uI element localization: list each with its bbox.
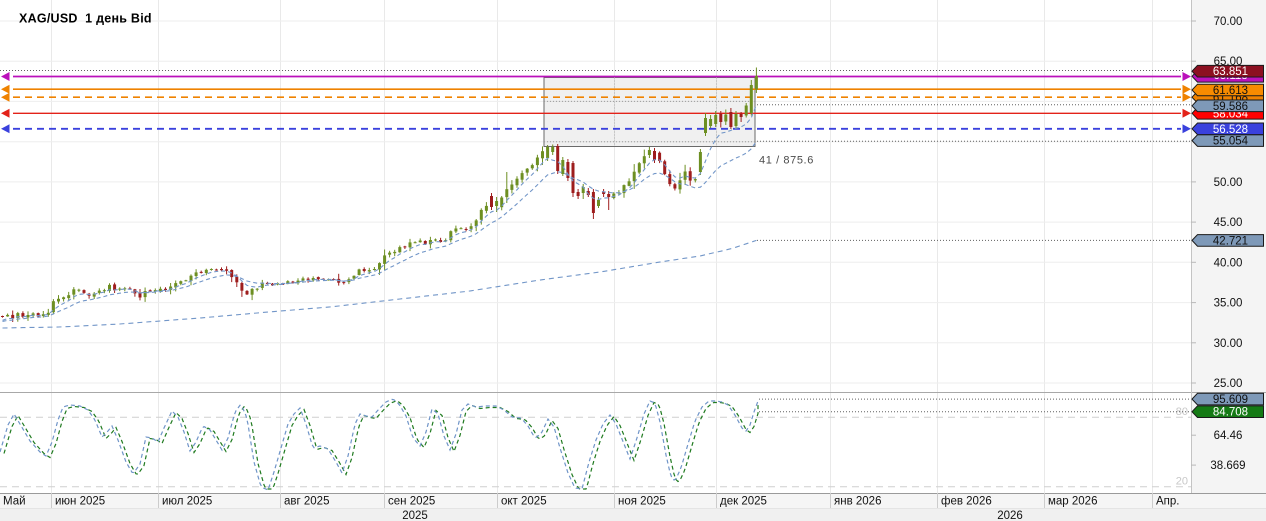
svg-text:45.00: 45.00: [1214, 217, 1243, 229]
svg-text:мар 2026: мар 2026: [1048, 496, 1097, 508]
svg-text:25.00: 25.00: [1214, 378, 1243, 390]
svg-text:июл 2025: июл 2025: [162, 496, 212, 508]
svg-text:2026: 2026: [997, 510, 1023, 521]
svg-text:64.46: 64.46: [1214, 430, 1243, 442]
svg-text:41 / 875.6: 41 / 875.6: [759, 155, 814, 167]
svg-text:38.669: 38.669: [1210, 460, 1245, 472]
svg-text:2025: 2025: [402, 510, 428, 521]
svg-text:фев 2026: фев 2026: [941, 496, 992, 508]
svg-text:июн 2025: июн 2025: [55, 496, 105, 508]
svg-text:окт 2025: окт 2025: [501, 496, 547, 508]
svg-text:42.721: 42.721: [1213, 235, 1248, 247]
svg-text:56.528: 56.528: [1213, 124, 1248, 136]
svg-text:95.609: 95.609: [1213, 394, 1248, 406]
svg-text:50.00: 50.00: [1214, 177, 1243, 189]
svg-text:40.00: 40.00: [1214, 257, 1243, 269]
svg-text:Апр.: Апр.: [1156, 496, 1180, 508]
svg-text:84.708: 84.708: [1213, 407, 1248, 419]
svg-text:30.00: 30.00: [1214, 338, 1243, 350]
svg-text:Май: Май: [3, 496, 26, 508]
svg-text:59.586: 59.586: [1213, 101, 1248, 113]
svg-text:61.613: 61.613: [1213, 85, 1248, 97]
svg-text:янв 2026: янв 2026: [834, 496, 881, 508]
svg-text:80: 80: [1176, 406, 1188, 418]
svg-text:сен 2025: сен 2025: [388, 496, 435, 508]
svg-text:20: 20: [1176, 476, 1188, 488]
svg-text:ноя 2025: ноя 2025: [618, 496, 666, 508]
svg-text:55.054: 55.054: [1213, 136, 1249, 148]
svg-text:35.00: 35.00: [1214, 298, 1243, 310]
svg-text:дек 2025: дек 2025: [720, 496, 767, 508]
svg-text:авг 2025: авг 2025: [284, 496, 329, 508]
svg-text:XAG/USD 1 день Bid: XAG/USD 1 день Bid: [19, 11, 152, 25]
svg-text:63.851: 63.851: [1213, 66, 1248, 78]
svg-text:70.00: 70.00: [1214, 16, 1243, 28]
